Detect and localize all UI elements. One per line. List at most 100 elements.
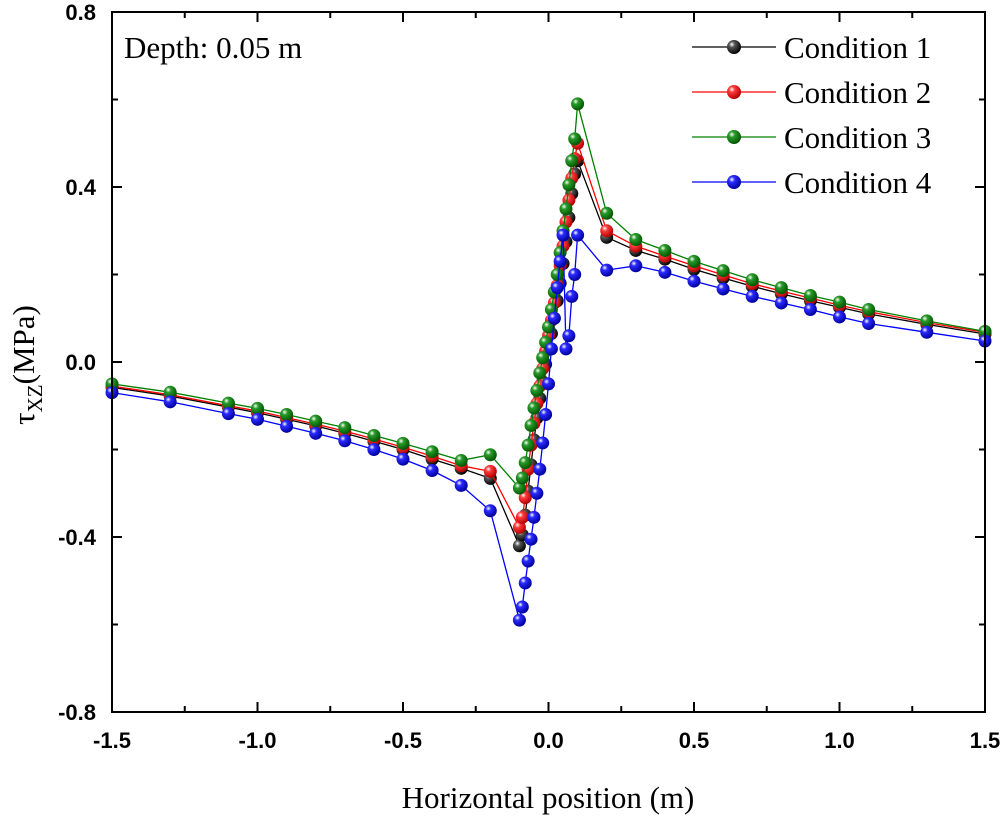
data-point-Condition-3 xyxy=(745,273,759,287)
series-layer xyxy=(105,97,992,627)
data-point-Condition-2 xyxy=(515,510,529,524)
data-point-Condition-4 xyxy=(536,436,550,450)
data-point-Condition-4 xyxy=(687,274,701,288)
x-tick-labels: -1.5 -1.0 -0.5 0.0 0.5 1.0 1.5 xyxy=(93,728,1000,753)
data-point-Condition-3 xyxy=(658,243,672,257)
data-point-Condition-3 xyxy=(833,295,846,309)
x-tick-label: -1.5 xyxy=(93,728,131,753)
data-point-Condition-4 xyxy=(658,265,672,279)
data-point-Condition-3 xyxy=(687,254,701,268)
data-point-Condition-3 xyxy=(163,385,177,399)
data-point-Condition-4 xyxy=(550,281,564,295)
data-point-Condition-3 xyxy=(309,414,323,428)
depth-annotation: Depth: 0.05 m xyxy=(124,30,302,65)
y-tick-label: -0.4 xyxy=(58,525,97,550)
legend-item-Condition-1: Condition 1 xyxy=(692,30,931,65)
series-line-Condition-3 xyxy=(111,103,986,490)
y-tick-label: 0.8 xyxy=(65,0,96,25)
data-point-Condition-4 xyxy=(803,303,817,316)
data-point-Condition-4 xyxy=(559,342,573,356)
data-point-Condition-2 xyxy=(483,464,497,478)
data-point-Condition-3 xyxy=(515,471,529,485)
data-point-Condition-3 xyxy=(562,178,576,192)
data-point-Condition-4 xyxy=(530,486,544,500)
y-tick-label: 0.4 xyxy=(65,175,96,200)
data-point-Condition-4 xyxy=(251,412,264,426)
legend-label: Condition 1 xyxy=(784,30,931,65)
data-point-Condition-4 xyxy=(571,228,585,242)
data-point-Condition-4 xyxy=(454,478,468,492)
legend-item-Condition-3: Condition 3 xyxy=(692,120,931,155)
data-point-Condition-4 xyxy=(521,554,535,568)
data-point-Condition-3 xyxy=(550,268,564,281)
series-Condition-3 xyxy=(105,97,992,495)
data-point-Condition-3 xyxy=(221,396,235,410)
data-point-Condition-4 xyxy=(774,296,788,310)
series-Condition-4 xyxy=(105,228,992,627)
x-tick-label: 0.0 xyxy=(533,728,564,753)
data-point-Condition-3 xyxy=(527,401,541,415)
y-axis-title: τXZ(MPa) xyxy=(6,305,47,425)
data-point-Condition-3 xyxy=(862,303,876,316)
data-point-Condition-2 xyxy=(518,491,532,505)
data-point-Condition-3 xyxy=(571,97,585,111)
data-point-Condition-4 xyxy=(562,329,576,343)
data-point-Condition-4 xyxy=(524,532,538,546)
data-point-Condition-4 xyxy=(338,434,352,448)
data-point-Condition-3 xyxy=(803,289,817,302)
legend-label: Condition 2 xyxy=(784,75,931,110)
data-point-Condition-3 xyxy=(367,429,381,442)
data-point-Condition-4 xyxy=(833,310,846,324)
data-point-Condition-3 xyxy=(533,366,547,380)
x-tick-label: 1.0 xyxy=(824,728,855,753)
data-point-Condition-3 xyxy=(524,418,538,432)
data-point-Condition-4 xyxy=(745,289,759,303)
data-point-Condition-4 xyxy=(425,464,439,477)
y-axis-symbol: τ xyxy=(6,412,41,424)
y-axis-unit: (MPa) xyxy=(6,305,41,384)
data-point-Condition-4 xyxy=(920,325,934,339)
y-axis-subscript: XZ xyxy=(23,384,47,412)
data-point-Condition-3 xyxy=(251,401,264,415)
data-point-Condition-4 xyxy=(367,443,381,456)
data-point-Condition-4 xyxy=(515,600,529,614)
data-point-Condition-4 xyxy=(163,395,177,409)
data-point-Condition-4 xyxy=(565,289,579,303)
data-point-Condition-3 xyxy=(629,233,643,246)
x-tick-label: 0.5 xyxy=(679,728,710,753)
data-point-Condition-4 xyxy=(539,408,553,421)
data-point-Condition-4 xyxy=(280,419,294,433)
data-point-Condition-4 xyxy=(533,462,547,476)
x-tick-label: -1.0 xyxy=(239,728,277,753)
data-point-Condition-4 xyxy=(483,504,497,518)
data-point-Condition-3 xyxy=(454,453,468,467)
data-point-Condition-4 xyxy=(716,282,730,296)
legend-marker xyxy=(727,175,741,189)
data-point-Condition-3 xyxy=(280,408,294,421)
data-point-Condition-4 xyxy=(547,311,561,325)
legend-label: Condition 4 xyxy=(784,165,932,200)
data-point-Condition-4 xyxy=(600,263,614,277)
x-axis-title: Horizontal position (m) xyxy=(402,780,695,815)
legend: Condition 1 Condition 2 Condition 3 Conditi… xyxy=(692,30,932,200)
data-point-Condition-4 xyxy=(629,259,643,273)
data-point-Condition-4 xyxy=(553,254,567,268)
data-point-Condition-4 xyxy=(542,377,555,391)
data-point-Condition-3 xyxy=(559,202,573,216)
data-point-Condition-3 xyxy=(920,314,934,328)
data-point-Condition-3 xyxy=(518,456,532,470)
data-point-Condition-1 xyxy=(512,539,526,553)
data-point-Condition-3 xyxy=(600,206,614,220)
data-point-Condition-4 xyxy=(862,317,876,330)
data-point-Condition-3 xyxy=(774,281,788,295)
data-point-Condition-3 xyxy=(512,481,526,495)
data-point-Condition-3 xyxy=(536,351,550,365)
y-tick-label: 0.0 xyxy=(65,350,96,375)
data-point-Condition-3 xyxy=(483,448,497,462)
legend-label: Condition 3 xyxy=(784,120,931,155)
y-tick-label: -0.8 xyxy=(58,700,96,725)
data-point-Condition-3 xyxy=(530,383,544,397)
plot-frame xyxy=(111,11,986,713)
data-point-Condition-4 xyxy=(568,268,582,281)
